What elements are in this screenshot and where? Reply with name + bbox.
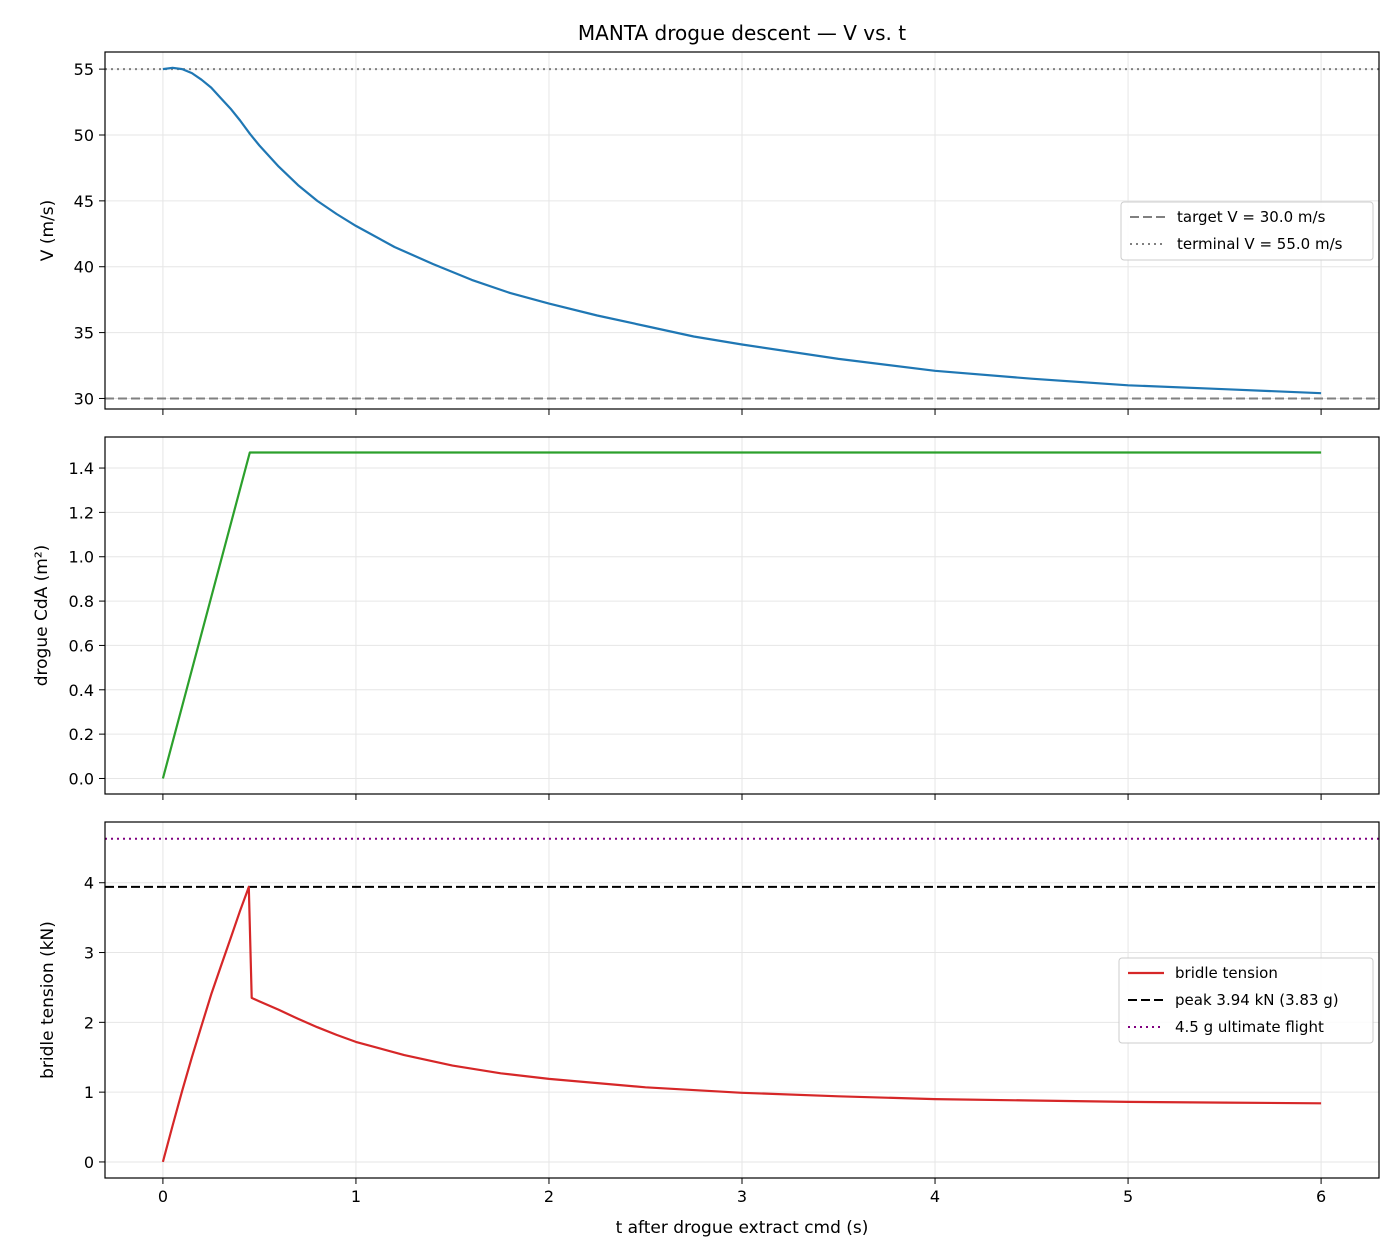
y-tick-label: 50 (74, 126, 94, 145)
x-tick-label: 0 (158, 1187, 168, 1206)
y-axis-label: bridle tension (kN) (38, 921, 58, 1079)
y-tick-label: 30 (74, 389, 94, 408)
legend: bridle tension peak 3.94 kN (3.83 g) 4.5 g… (1118, 957, 1374, 1044)
legend-label: terminal V = 55.0 m/s (1177, 235, 1343, 253)
x-axis-label: t after drogue extract cmd (s) (616, 1218, 869, 1238)
y-tick-label: 1 (84, 1083, 94, 1102)
y-tick-label: 0.0 (69, 769, 94, 788)
tension-panel: 0 1 2 3 4 5 6 0 1 2 3 4 bridle tension (kN) bridle te… (38, 821, 1380, 1206)
y-tick-label: 2 (84, 1013, 94, 1032)
cda-panel: 0.0 0.2 0.4 0.6 0.8 1.0 1.2 1.4 drogue CdA (m²) (32, 436, 1380, 800)
legend-label: 4.5 g ultimate flight (1175, 1018, 1324, 1036)
legend-box (1120, 201, 1374, 261)
y-tick-label: 0 (84, 1153, 94, 1172)
x-tick-label: 4 (930, 1187, 940, 1206)
y-tick-label: 1.2 (69, 503, 94, 522)
series-line (162, 66, 1322, 395)
y-tick-label: 45 (74, 192, 94, 211)
legend-box (1118, 957, 1374, 1044)
legend-label: bridle tension (1175, 964, 1278, 982)
series-line (161, 451, 1322, 779)
legend-label: peak 3.94 kN (3.83 g) (1175, 991, 1339, 1009)
y-tick-label: 0.4 (69, 681, 94, 700)
y-tick-label: 4 (84, 874, 94, 893)
x-tick-label: 5 (1123, 1187, 1133, 1206)
y-tick-label: 40 (74, 258, 94, 277)
legend: target V = 30.0 m/s terminal V = 55.0 m/s (1120, 201, 1374, 261)
y-tick-label: 55 (74, 60, 94, 79)
x-tick-label: 1 (351, 1187, 361, 1206)
legend-label: target V = 30.0 m/s (1177, 208, 1326, 226)
x-tick-label: 6 (1316, 1187, 1326, 1206)
y-tick-label: 1.0 (69, 548, 94, 567)
y-tick-label: 0.6 (69, 636, 94, 655)
y-tick-label: 0.8 (69, 592, 94, 611)
y-axis-label: drogue CdA (m²) (32, 545, 52, 687)
y-tick-label: 35 (74, 324, 94, 343)
y-tick-label: 0.2 (69, 725, 94, 744)
y-tick-label: 3 (84, 944, 94, 963)
y-axis-label: V (m/s) (38, 200, 58, 261)
y-tick-label: 1.4 (69, 459, 94, 478)
series-line (161, 885, 1322, 1163)
x-tick-label: 2 (544, 1187, 554, 1206)
x-tick-label: 3 (737, 1187, 747, 1206)
velocity-panel: 30 35 40 45 50 55 V (m/s) target V = 30.0 m/s te… (38, 51, 1380, 415)
chart-title: MANTA drogue descent — V vs. t (578, 21, 906, 45)
